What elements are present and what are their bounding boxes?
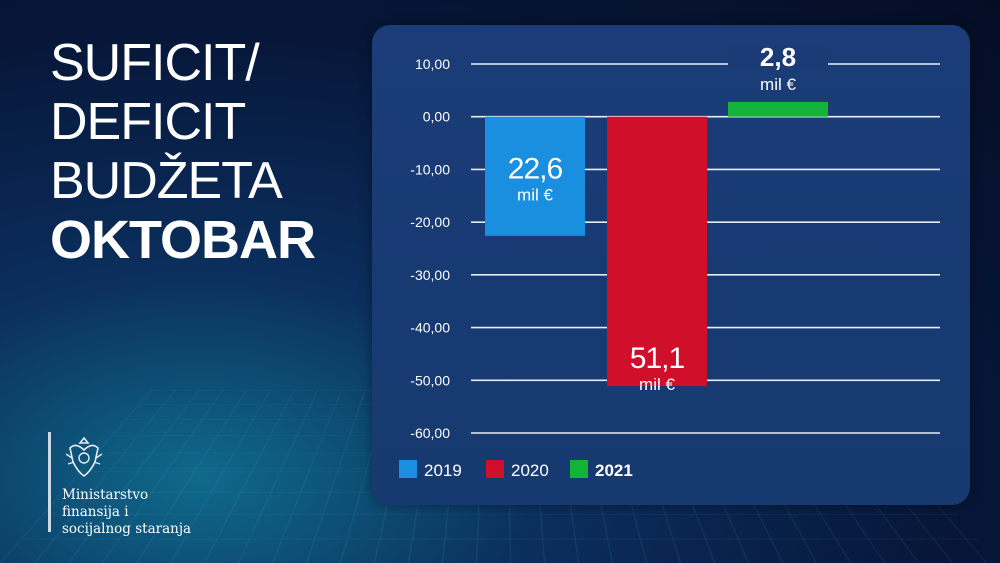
legend-swatch-2020 [486, 460, 504, 478]
data-label-value: 22,6 [508, 152, 563, 185]
title-line: BUDŽETA [50, 152, 283, 210]
legend-label: 2021 [595, 461, 633, 480]
legend-swatch-2019 [399, 460, 417, 478]
data-label-value: 51,1 [630, 342, 685, 375]
y-tick-label: -60,00 [410, 425, 450, 441]
legend-label: 2019 [424, 461, 462, 480]
y-tick-label: -30,00 [410, 267, 450, 283]
page-title: SUFICIT/ DEFICIT BUDŽETA OKTOBAR [50, 34, 316, 270]
legend-label: 2020 [511, 461, 549, 480]
logo-divider [48, 432, 51, 532]
ministry-name-line: finansija i [62, 504, 129, 520]
y-tick-label: -10,00 [410, 161, 450, 177]
title-line: SUFICIT/ [50, 34, 260, 92]
bar-2020 [607, 116, 707, 387]
data-label-unit: mil € [639, 375, 675, 394]
y-tick-label: 10,00 [415, 56, 450, 72]
label-backdrop [728, 45, 828, 68]
ministry-name-line: Ministarstvo [62, 487, 149, 503]
y-tick-label: -20,00 [410, 214, 450, 230]
data-label-unit: mil € [760, 75, 796, 94]
legend-swatch-2021 [570, 460, 588, 478]
y-tick-label: 0,00 [423, 109, 450, 125]
title-month: OKTOBAR [50, 210, 316, 270]
bar-2019 [485, 116, 585, 236]
data-label-unit: mil € [517, 185, 553, 204]
ministry-name: Ministarstvo finansija i socijalnog star… [62, 487, 191, 538]
coat-of-arms-icon [65, 436, 103, 477]
y-tick-label: -40,00 [410, 320, 450, 336]
data-label-value: 2,8 [760, 42, 796, 72]
y-tick-label: -50,00 [410, 372, 450, 388]
bar-2021 [728, 101, 828, 117]
ministry-name-line: socijalnog staranja [62, 521, 192, 537]
title-line: DEFICIT [50, 93, 246, 151]
